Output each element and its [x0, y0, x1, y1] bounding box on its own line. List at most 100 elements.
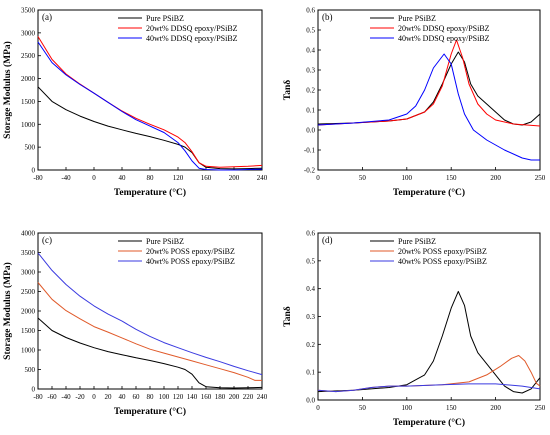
y-tick-label: 0.1 — [306, 369, 315, 377]
y-tick-label: 0.4 — [306, 285, 315, 293]
y-axis-title: Tanδ — [283, 80, 293, 100]
y-tick-label: 1500 — [21, 327, 36, 335]
chart-panel-1: -80 -40 0 40 80 120 160 200 240 0 500 1000 1500 2000 2… — [2, 7, 268, 199]
y-tick-label: 3000 — [21, 29, 36, 37]
x-tick-label: 150 — [446, 174, 457, 182]
y-tick-label: 2000 — [21, 308, 36, 316]
y-tick-label: 0.5 — [306, 27, 315, 35]
y-tick-label: 0.2 — [306, 87, 315, 95]
y-tick-label: 0.4 — [306, 47, 315, 55]
series-line-2 — [37, 282, 262, 381]
x-tick-label: -80 — [33, 393, 43, 401]
y-tick-label: 1000 — [21, 121, 36, 129]
y-tick-label: 0.0 — [306, 397, 315, 405]
x-tick-label: 100 — [159, 393, 170, 401]
legend-entry: 40wt% POSS epoxy/PSiBZ — [398, 257, 487, 266]
x-tick-label: 160 — [201, 393, 212, 401]
y-tick-label: 2500 — [21, 288, 36, 296]
y-tick-label: 2500 — [21, 52, 36, 60]
x-tick-label: 140 — [187, 393, 198, 401]
y-axis-title: Storage Modulus (MPa) — [2, 41, 13, 139]
panel-label: (b) — [322, 12, 333, 22]
series-line-1 — [317, 51, 541, 126]
x-tick-label: -60 — [47, 393, 57, 401]
x-tick-label: 100 — [402, 404, 413, 412]
x-tick-label: 50 — [359, 404, 367, 412]
x-tick-label: 150 — [446, 404, 457, 412]
x-tick-label: 0 — [316, 174, 320, 182]
x-tick-label: -40 — [61, 174, 71, 182]
panel-label: (c) — [42, 235, 52, 245]
x-tick-label: 200 — [229, 174, 240, 182]
x-axis-title: Temperature (°C) — [393, 417, 465, 428]
x-tick-label: 0 — [92, 174, 96, 182]
legend-entry: Pure PSiBZ — [398, 237, 436, 246]
legend-entry: Pure PSiBZ — [146, 14, 184, 23]
x-tick-label: 40 — [119, 393, 127, 401]
x-axis-title: Temperature (°C) — [114, 406, 186, 417]
y-tick-label: 0.0 — [306, 127, 315, 135]
legend-entry: 40wt% DDSQ epoxy/PSiBZ — [398, 34, 490, 43]
y-tick-label: 0.3 — [306, 67, 315, 75]
x-tick-label: 220 — [243, 393, 254, 401]
y-tick-label: -0.1 — [304, 147, 316, 155]
y-tick-label: 0.5 — [306, 257, 315, 265]
y-tick-label: 0.2 — [306, 341, 315, 349]
series-line-2 — [37, 36, 263, 168]
x-tick-label: 0 — [316, 404, 320, 412]
x-tick-label: 100 — [402, 174, 413, 182]
y-axis-title: Storage Modulus (MPa) — [2, 262, 13, 360]
chart-panel-4: 0 50 100 150 200 250 0.0 0.1 0.2 0.3 0.4 0.5 0.6 (d) P… — [283, 230, 546, 429]
legend-entry: Pure PSiBZ — [398, 14, 436, 23]
y-tick-label: 1000 — [21, 347, 36, 355]
x-tick-label: 120 — [173, 174, 184, 182]
series-line-1 — [317, 290, 541, 394]
legend-entry: 20wt% POSS epoxy/PSiBZ — [146, 247, 235, 256]
series-line-2 — [317, 39, 541, 127]
series-line-2 — [317, 355, 541, 393]
y-tick-label: 0 — [32, 167, 36, 175]
x-tick-label: 60 — [133, 393, 141, 401]
x-tick-label: 20 — [105, 393, 113, 401]
x-tick-label: 50 — [359, 174, 367, 182]
x-tick-label: 200 — [490, 174, 501, 182]
x-tick-label: 180 — [215, 393, 226, 401]
x-tick-label: 250 — [535, 174, 546, 182]
x-tick-label: 80 — [147, 174, 155, 182]
y-tick-label: 0.6 — [306, 230, 315, 238]
legend-entry: 40wt% DDSQ epoxy/PSiBZ — [146, 34, 238, 43]
series-line-3 — [317, 383, 541, 393]
y-axis-title: Tanδ — [283, 306, 293, 326]
x-tick-label: -80 — [33, 174, 43, 182]
panel-label: (d) — [322, 235, 333, 245]
legend-entry: 40wt% POSS epoxy/PSiBZ — [146, 257, 235, 266]
chart-panel-3: -80 -60 -40 -20 0 20 40 60 80 100 120 140 160 180 200 2… — [2, 230, 268, 418]
series-line-3 — [317, 53, 540, 161]
y-tick-label: 3000 — [21, 269, 36, 277]
x-tick-label: 80 — [147, 393, 155, 401]
x-tick-label: 0 — [92, 393, 96, 401]
x-tick-label: 240 — [257, 393, 268, 401]
y-tick-label: -0.2 — [304, 167, 316, 175]
y-tick-label: 500 — [25, 366, 36, 374]
y-tick-label: 0.3 — [306, 313, 315, 321]
y-tick-label: 0.1 — [306, 107, 315, 115]
y-tick-label: 0 — [32, 386, 36, 394]
x-tick-label: 240 — [257, 174, 268, 182]
x-tick-label: 200 — [490, 404, 501, 412]
y-tick-label: 1500 — [21, 98, 36, 106]
x-axis-title: Temperature (°C) — [114, 187, 186, 198]
y-tick-label: 4000 — [21, 230, 36, 238]
x-tick-label: -40 — [61, 393, 71, 401]
legend-entry: 20wt% POSS epoxy/PSiBZ — [398, 247, 487, 256]
series-line-1 — [37, 317, 263, 389]
legend-entry: Pure PSiBZ — [146, 237, 184, 246]
series-line-1 — [37, 86, 263, 170]
series-line-3 — [37, 252, 263, 376]
series-line-3 — [37, 41, 263, 171]
y-tick-label: 3500 — [21, 7, 36, 15]
x-axis-title: Temperature (°C) — [393, 187, 465, 198]
legend-entry: 20wt% DDSQ epoxy/PSiBZ — [398, 24, 490, 33]
y-tick-label: 0.6 — [306, 7, 315, 15]
